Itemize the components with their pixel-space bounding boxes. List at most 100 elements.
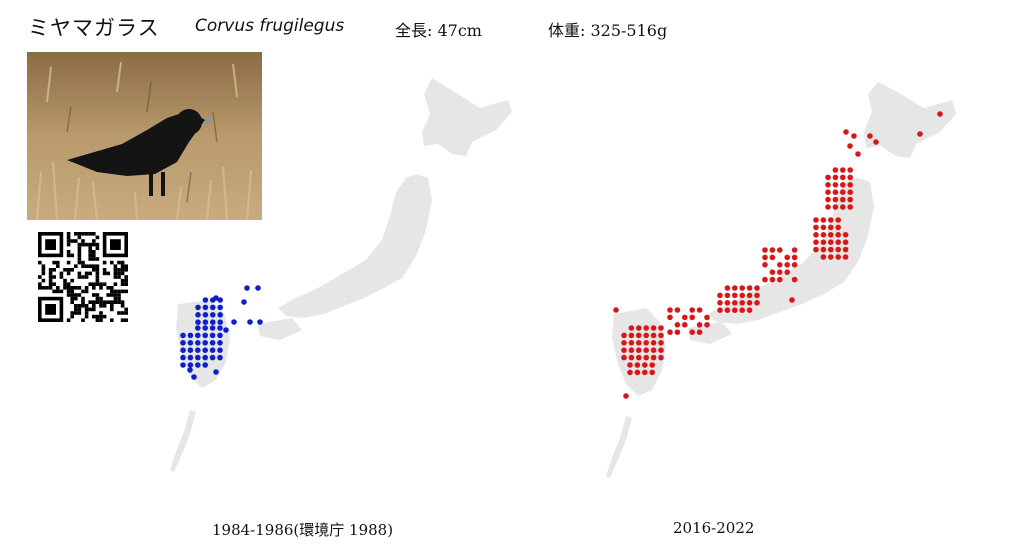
occurrence-dot-2016 bbox=[628, 354, 635, 361]
qr-module bbox=[41, 264, 46, 268]
qr-code[interactable] bbox=[36, 230, 131, 324]
qr-module bbox=[120, 260, 125, 265]
occurrence-dot-2016 bbox=[828, 224, 834, 231]
occurrence-dot-2016 bbox=[813, 217, 819, 223]
occurrence-dot-2016 bbox=[825, 196, 831, 203]
occurrence-dot-1984 bbox=[217, 340, 223, 346]
occurrence-dot-2016 bbox=[832, 189, 839, 195]
occurrence-dot-2016 bbox=[762, 262, 768, 268]
occurrence-dot-2016 bbox=[835, 254, 841, 260]
qr-module bbox=[92, 282, 96, 286]
occurrence-dot-2016 bbox=[754, 292, 760, 299]
occurrence-dot-2016 bbox=[851, 133, 857, 139]
occurrence-dot-2016 bbox=[627, 362, 633, 368]
qr-module bbox=[120, 271, 125, 276]
occurrence-dot-2016 bbox=[769, 269, 776, 275]
qr-module bbox=[63, 286, 67, 290]
occurrence-dot-1984 bbox=[217, 347, 223, 354]
qr-module bbox=[95, 300, 100, 304]
occurrence-dot-1984 bbox=[180, 340, 186, 346]
qr-module bbox=[81, 264, 85, 268]
occurrence-dot-2016 bbox=[658, 354, 664, 361]
qr-module bbox=[66, 293, 71, 297]
occurrence-dot-2016 bbox=[828, 246, 834, 253]
occurrence-dot-2016 bbox=[704, 314, 710, 321]
occurrence-dot-2016 bbox=[832, 167, 839, 173]
qr-module bbox=[120, 300, 125, 304]
qr-module bbox=[70, 239, 74, 243]
species-header: ミヤマガラス Corvus frugilegus 全長: 47cm 体重: 32… bbox=[0, 12, 1024, 44]
occurrence-dot-2016 bbox=[847, 182, 853, 188]
occurrence-dot-1984 bbox=[257, 319, 263, 325]
occurrence-dot-1984 bbox=[195, 325, 201, 331]
occurrence-dot-1984 bbox=[202, 340, 208, 346]
qr-module bbox=[81, 300, 85, 304]
qr-module bbox=[102, 304, 107, 308]
qr-module bbox=[124, 264, 128, 268]
occurrence-dot-1984 bbox=[195, 340, 201, 346]
occurrence-dot-1984 bbox=[209, 340, 216, 346]
qr-module bbox=[95, 235, 100, 240]
qr-module bbox=[77, 260, 82, 265]
qr-module bbox=[110, 293, 114, 297]
qr-module bbox=[106, 300, 110, 304]
occurrence-dot-2016 bbox=[696, 307, 703, 313]
qr-module bbox=[48, 268, 53, 272]
occurrence-dot-2016 bbox=[739, 300, 745, 306]
occurrence-dot-2016 bbox=[667, 329, 673, 336]
occurrence-dot-2016 bbox=[628, 325, 635, 331]
occurrence-dot-2016 bbox=[825, 204, 831, 210]
occurrence-dot-2016 bbox=[649, 362, 655, 368]
qr-module bbox=[66, 268, 71, 272]
qr-module bbox=[52, 260, 56, 265]
occurrence-dot-2016 bbox=[835, 224, 841, 231]
qr-module bbox=[110, 239, 121, 250]
occurrence-dot-2016 bbox=[627, 369, 633, 376]
qr-module bbox=[92, 239, 96, 243]
occurrence-dot-1984 bbox=[180, 362, 186, 368]
occurrence-dot-2016 bbox=[784, 262, 790, 268]
qr-module bbox=[106, 271, 110, 276]
qr-module bbox=[77, 275, 82, 279]
qr-module bbox=[52, 268, 56, 272]
occurrence-dot-1984 bbox=[231, 319, 237, 325]
occurrence-dot-2016 bbox=[613, 307, 619, 313]
occurrence-dot-2016 bbox=[820, 217, 827, 223]
occurrence-dot-2016 bbox=[777, 247, 783, 253]
qr-module bbox=[70, 286, 74, 290]
occurrence-dot-2016 bbox=[840, 167, 846, 173]
occurrence-dot-2016 bbox=[621, 354, 627, 361]
qr-module bbox=[59, 275, 64, 279]
occurrence-dot-1984 bbox=[195, 354, 201, 361]
qr-module bbox=[81, 232, 85, 236]
dot-layer-2016 bbox=[613, 111, 943, 399]
qr-module bbox=[63, 282, 67, 286]
qr-module bbox=[95, 257, 100, 261]
qr-module bbox=[117, 289, 121, 294]
occurrence-dot-1984 bbox=[217, 297, 223, 303]
qr-module bbox=[95, 275, 100, 279]
occurrence-dot-2016 bbox=[777, 269, 783, 275]
occurrence-dot-1984 bbox=[195, 332, 201, 339]
qr-module bbox=[77, 257, 82, 261]
occurrence-dot-2016 bbox=[689, 307, 695, 313]
qr-module bbox=[70, 289, 74, 294]
qr-module bbox=[95, 271, 100, 276]
occurrence-dot-1984 bbox=[180, 332, 186, 339]
qr-module bbox=[99, 300, 103, 304]
qr-module bbox=[66, 250, 71, 254]
honshu-shape bbox=[278, 174, 432, 318]
qr-module bbox=[84, 311, 89, 315]
qr-module bbox=[88, 246, 92, 250]
japan-map-right bbox=[606, 82, 956, 478]
qr-module bbox=[74, 239, 78, 243]
occurrence-dot-2016 bbox=[828, 217, 834, 223]
qr-code-icon[interactable] bbox=[36, 230, 131, 324]
occurrence-dot-2016 bbox=[835, 217, 841, 223]
qr-module bbox=[38, 286, 42, 290]
occurrence-dot-1984 bbox=[255, 285, 261, 291]
rook-photo-image bbox=[27, 52, 262, 220]
occurrence-dot-2016 bbox=[643, 325, 649, 331]
occurrence-dot-2016 bbox=[847, 174, 853, 181]
occurrence-dot-2016 bbox=[754, 300, 760, 306]
